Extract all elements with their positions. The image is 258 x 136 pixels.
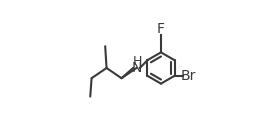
Text: Br: Br <box>181 69 197 83</box>
Text: H: H <box>133 55 142 68</box>
Text: N: N <box>131 61 142 75</box>
Text: F: F <box>157 22 165 35</box>
